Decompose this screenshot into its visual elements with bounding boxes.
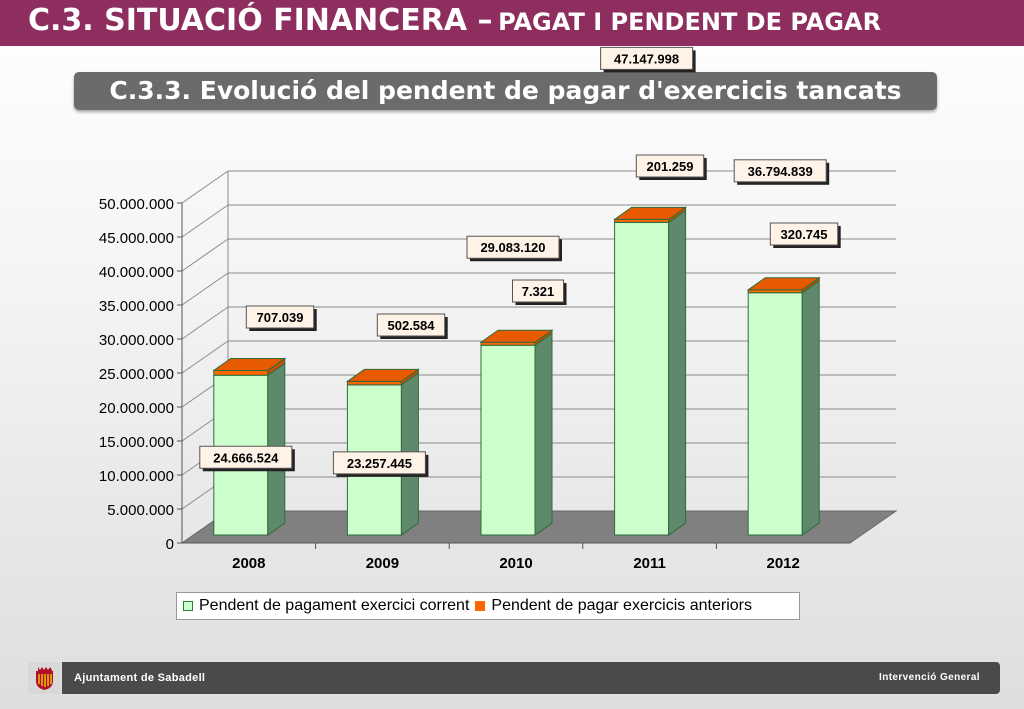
footer-organization: Ajuntament de Sabadell [74,672,206,684]
y-tick-label: 40.000.000 [99,264,174,281]
x-tick-label: 2008 [232,555,265,572]
cap-2011-top [613,206,688,220]
data-label-previous-2008-box [245,305,315,329]
page-title-main: C.3. SITUACIÓ FINANCERA – [28,3,493,38]
x-tick-label: 2012 [767,555,800,572]
bar-2010-side [534,332,553,536]
y-tick-label: 30.000.000 [99,332,174,349]
data-label-current-2008-box [199,445,293,469]
gridline-wall [181,238,229,272]
footer-department: Intervenció General [879,672,980,683]
y-tick-label: 5.000.000 [107,502,174,519]
legend-swatch-current [183,601,193,611]
gridline-wall [181,340,229,374]
legend-label-current: Pendent de pagament exercici corrent [199,597,470,614]
legend-label-previous: Pendent de pagar exercicis anteriors [491,597,752,614]
y-tick-label: 0 [166,536,174,553]
footer-bar: Ajuntament de Sabadell Intervenció Gener… [62,662,1000,694]
page-title: C.3. SITUACIÓ FINANCERA – PAGAT I PENDEN… [28,3,881,38]
gridline-wall [181,306,229,340]
data-label-previous-2010: 7.321 [522,284,555,299]
data-label-current-2012-box [733,159,827,183]
data-label-previous-2011-box [635,154,705,178]
gridline-wall [181,272,229,306]
data-label-previous-2012-box [769,222,839,246]
chart-legend: Pendent de pagament exercici corrent Pen… [176,592,800,620]
legend-item-current: Pendent de pagament exercici corrent [183,597,469,615]
cap-2008-front [213,369,269,376]
cap-2009-top [345,368,420,382]
data-label-current-2010: 29.083.120 [480,240,545,255]
data-label-previous-2010-box [512,279,564,303]
y-tick-label: 35.000.000 [99,298,174,315]
data-label-current-2011: 47.147.998 [614,51,679,66]
page-title-rest: PAGAT I PENDENT DE PAGAR [498,8,882,36]
y-tick-label: 25.000.000 [99,366,174,383]
cap-2008-top [212,357,287,371]
bar-2011-front [614,221,670,536]
data-label-current-2009: 23.257.445 [347,456,412,471]
data-label-current-2012: 36.794.839 [748,164,813,179]
cap-2009-front [346,380,402,386]
y-tick-label: 50.000.000 [99,196,174,213]
data-label-previous-2009: 502.584 [388,318,436,333]
gridline-wall [181,170,229,204]
bar-2012-side [801,279,820,536]
data-label-current-2009-box [332,451,426,475]
gridline-wall [181,204,229,238]
cap-2010-top [479,329,554,343]
data-label-current-2011-box [600,46,694,70]
bar-2010-front [480,344,536,536]
header-bar: C.3. SITUACIÓ FINANCERA – PAGAT I PENDEN… [0,0,1024,46]
data-label-previous-2008: 707.039 [257,310,304,325]
bar-2012-front [747,292,803,536]
bar-2011-side [668,209,687,536]
data-label-previous-2009-box [376,313,446,337]
x-tick-label: 2009 [366,555,399,572]
legend-swatch-previous [475,601,486,611]
data-label-current-2010-box [466,235,560,259]
x-tick-label: 2010 [499,555,532,572]
data-label-previous-2011: 201.259 [647,159,694,174]
y-tick-label: 45.000.000 [99,230,174,247]
cap-2012-top [746,277,821,291]
ajuntament-logo [28,662,61,694]
data-label-previous-2012: 320.745 [781,227,828,242]
y-tick-label: 20.000.000 [99,400,174,417]
x-tick-label: 2011 [633,555,666,572]
data-label-current-2008: 24.666.524 [213,450,279,465]
legend-item-previous: Pendent de pagar exercicis anteriors [475,597,752,615]
y-tick-label: 15.000.000 [99,434,174,451]
y-tick-label: 10.000.000 [99,468,174,485]
chart-title: C.3.3. Evolució del pendent de pagar d'e… [74,72,937,110]
